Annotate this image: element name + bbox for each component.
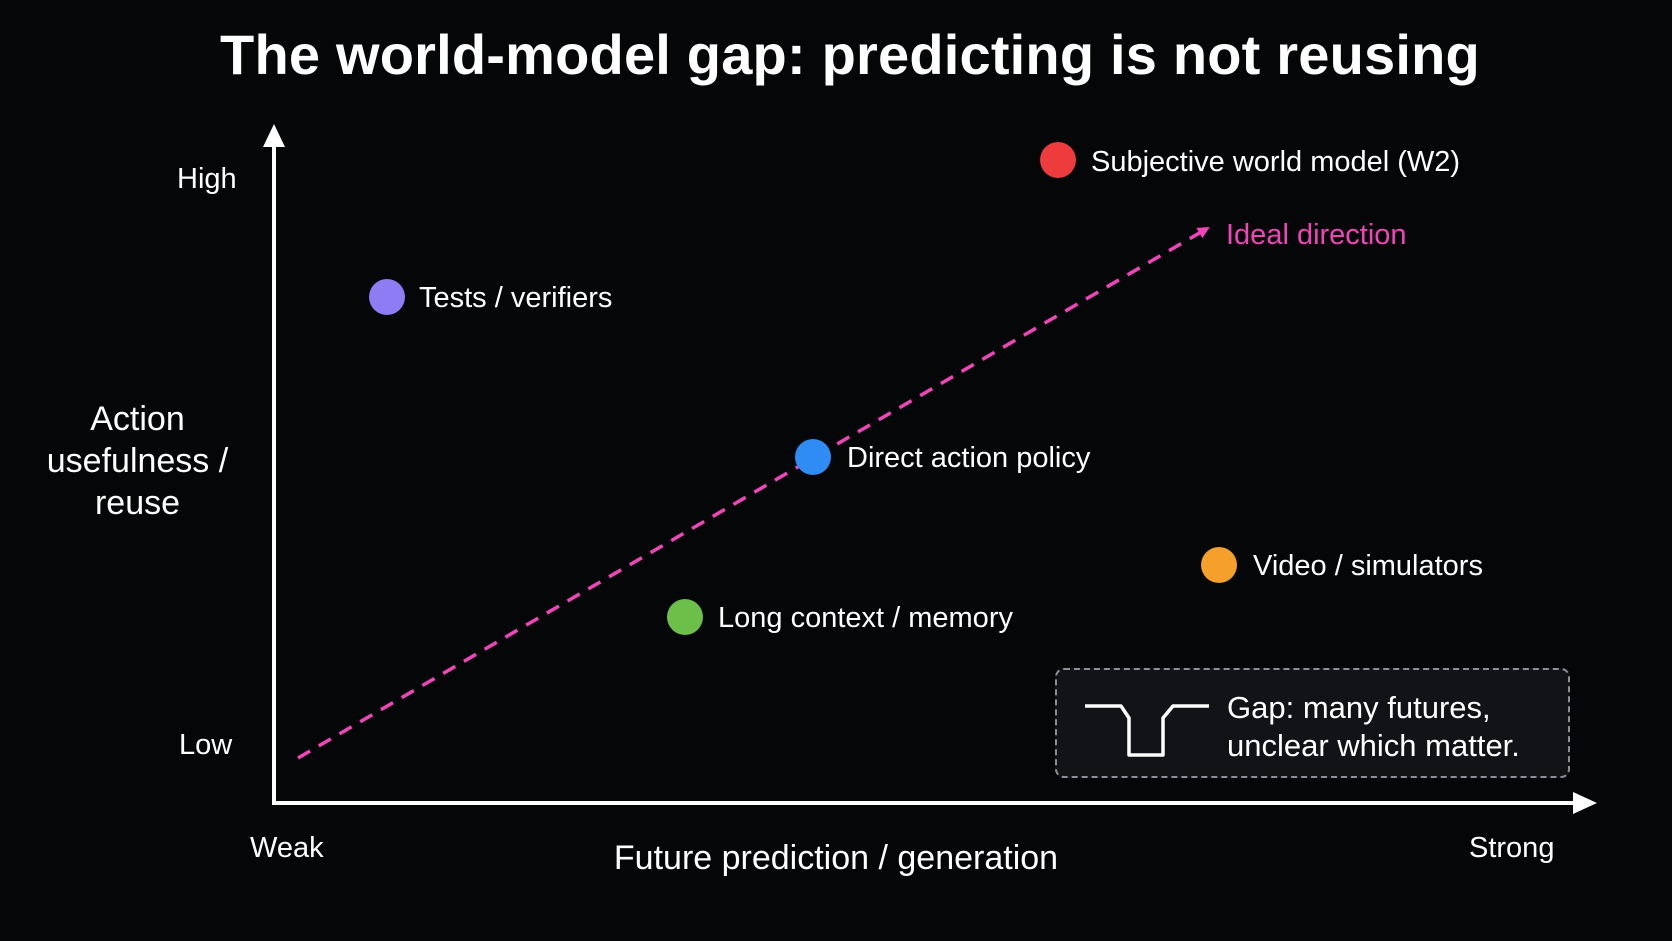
gap-note-text: Gap: many futures, unclear which matter. (1227, 689, 1520, 765)
ideal-direction-arrow (297, 226, 1210, 760)
diagram-title: The world-model gap: predicting is not r… (220, 23, 1480, 86)
long-context-memory-point (667, 599, 703, 635)
y-axis-title-line: reuse (94, 484, 181, 522)
ideal-direction-label: Ideal direction (1226, 219, 1407, 251)
direct-action-policy-label: Direct action policy (847, 442, 1091, 474)
direct-action-policy-point (795, 439, 831, 475)
video-simulators-label: Video / simulators (1253, 550, 1483, 582)
y-axis-title-line: Action (90, 400, 185, 438)
video-simulators-point (1201, 547, 1237, 583)
gap-note-line: Gap: many futures, (1227, 690, 1491, 725)
gap-note-box: Gap: many futures, unclear which matter. (1055, 668, 1570, 778)
subjective-world-model-label: Subjective world model (W2) (1091, 146, 1461, 178)
y-axis-title-line: usefulness / (46, 442, 229, 480)
long-context-memory-label: Long context / memory (718, 602, 1013, 634)
subjective-world-model-point (1040, 142, 1076, 178)
y-axis-low-label: Low (179, 729, 233, 761)
y-axis-high-label: High (177, 163, 237, 195)
x-axis-strong-label: Strong (1469, 832, 1555, 864)
tests-verifiers-point (369, 279, 405, 315)
gap-trough-icon (1085, 704, 1209, 757)
gap-note-line: unclear which matter. (1227, 728, 1520, 763)
y-axis-title: Action usefulness / reuse (20, 398, 255, 524)
y-axis-arrowhead (263, 124, 285, 147)
x-axis-title: Future prediction / generation (613, 839, 1059, 877)
tests-verifiers-label: Tests / verifiers (419, 282, 613, 314)
x-axis-arrowhead (1573, 792, 1597, 814)
x-axis-weak-label: Weak (250, 832, 324, 864)
